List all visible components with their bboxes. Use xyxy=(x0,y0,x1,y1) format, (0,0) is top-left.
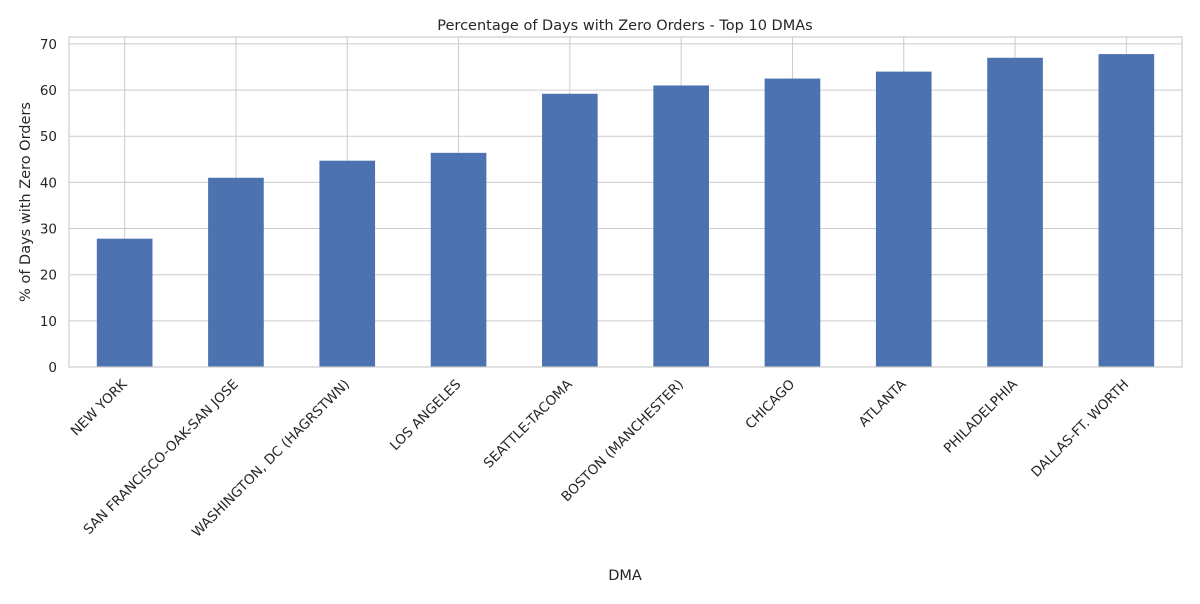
x-tick-label: NEW YORK xyxy=(68,376,131,439)
x-tick-label: BOSTON (MANCHESTER) xyxy=(558,377,687,506)
bar xyxy=(875,71,932,367)
y-tick-label: 20 xyxy=(40,268,57,284)
y-tick-label: 10 xyxy=(40,314,57,330)
y-tick-label: 60 xyxy=(40,83,57,99)
x-tick-label: PHILADELPHIA xyxy=(941,376,1022,457)
bar xyxy=(430,152,487,367)
y-tick-label: 50 xyxy=(40,129,57,145)
bar-layer xyxy=(96,54,1155,368)
bar xyxy=(542,93,598,368)
bar xyxy=(987,57,1043,368)
x-tick-label: DALLAS-FT. WORTH xyxy=(1028,377,1132,481)
bar xyxy=(764,78,821,368)
x-tick-label: ATLANTA xyxy=(856,376,910,430)
y-tick-label: 30 xyxy=(40,222,57,238)
plot-frame xyxy=(68,36,1183,368)
bar xyxy=(96,238,153,367)
y-tick-label: 40 xyxy=(40,175,57,191)
x-tick-label: LOS ANGELES xyxy=(387,377,464,454)
x-tick-label: CHICAGO xyxy=(742,377,798,433)
bar xyxy=(319,160,376,367)
y-tick-labels: 0 10 20 30 40 50 60 70 xyxy=(40,37,57,376)
y-tick-label: 0 xyxy=(48,360,57,376)
chart-title: Percentage of Days with Zero Orders - To… xyxy=(437,18,812,34)
y-axis-label: % of Days with Zero Orders xyxy=(18,102,34,302)
x-axis-label: DMA xyxy=(608,568,642,584)
y-tick-label: 70 xyxy=(40,37,57,53)
bar xyxy=(653,85,709,367)
x-tick-label: SEATTLE-TACOMA xyxy=(481,376,577,472)
bar xyxy=(208,177,264,367)
bar xyxy=(1098,54,1155,367)
